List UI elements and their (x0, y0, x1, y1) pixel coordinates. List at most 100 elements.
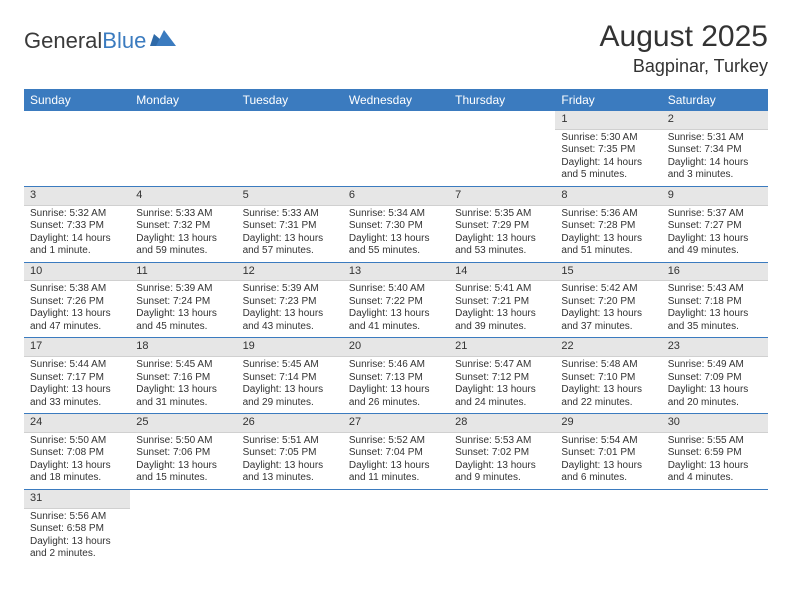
day-number: 30 (662, 414, 768, 433)
day-number: 15 (555, 263, 661, 282)
day-number: 2 (662, 111, 768, 130)
day-details: Sunrise: 5:32 AMSunset: 7:33 PMDaylight:… (24, 206, 130, 262)
logo-icon (150, 28, 176, 54)
day-details: Sunrise: 5:45 AMSunset: 7:14 PMDaylight:… (237, 357, 343, 413)
logo-text-2: Blue (102, 28, 146, 54)
calendar-cell (130, 111, 236, 186)
calendar-cell (343, 111, 449, 186)
sunrise-line: Sunrise: 5:43 AM (668, 283, 762, 296)
sunrise-line: Sunrise: 5:34 AM (349, 208, 443, 221)
sunset-line: Sunset: 7:05 PM (243, 447, 337, 460)
sunrise-line: Sunrise: 5:30 AM (561, 132, 655, 145)
day-number: 17 (24, 338, 130, 357)
sunrise-line: Sunrise: 5:35 AM (455, 208, 549, 221)
calendar-row: 10Sunrise: 5:38 AMSunset: 7:26 PMDayligh… (24, 262, 768, 338)
sunset-line: Sunset: 7:17 PM (30, 372, 124, 385)
day-details: Sunrise: 5:35 AMSunset: 7:29 PMDaylight:… (449, 206, 555, 262)
sunrise-line: Sunrise: 5:38 AM (30, 283, 124, 296)
day-details: Sunrise: 5:49 AMSunset: 7:09 PMDaylight:… (662, 357, 768, 413)
calendar-cell (662, 489, 768, 564)
daylight-line: Daylight: 14 hours and 1 minute. (30, 233, 124, 258)
day-number: 29 (555, 414, 661, 433)
day-details: Sunrise: 5:54 AMSunset: 7:01 PMDaylight:… (555, 433, 661, 489)
day-details: Sunrise: 5:36 AMSunset: 7:28 PMDaylight:… (555, 206, 661, 262)
daylight-line: Daylight: 13 hours and 6 minutes. (561, 460, 655, 485)
day-details: Sunrise: 5:44 AMSunset: 7:17 PMDaylight:… (24, 357, 130, 413)
calendar-row: 31Sunrise: 5:56 AMSunset: 6:58 PMDayligh… (24, 489, 768, 564)
day-details: Sunrise: 5:39 AMSunset: 7:24 PMDaylight:… (130, 281, 236, 337)
day-details: Sunrise: 5:40 AMSunset: 7:22 PMDaylight:… (343, 281, 449, 337)
calendar-cell: 18Sunrise: 5:45 AMSunset: 7:16 PMDayligh… (130, 338, 236, 414)
daylight-line: Daylight: 13 hours and 4 minutes. (668, 460, 762, 485)
sunset-line: Sunset: 7:21 PM (455, 296, 549, 309)
day-number: 27 (343, 414, 449, 433)
calendar-cell: 31Sunrise: 5:56 AMSunset: 6:58 PMDayligh… (24, 489, 130, 564)
title-location: Bagpinar, Turkey (600, 56, 768, 77)
sunset-line: Sunset: 7:12 PM (455, 372, 549, 385)
calendar-cell: 10Sunrise: 5:38 AMSunset: 7:26 PMDayligh… (24, 262, 130, 338)
sunset-line: Sunset: 7:22 PM (349, 296, 443, 309)
sunrise-line: Sunrise: 5:32 AM (30, 208, 124, 221)
weekday-header: Monday (130, 89, 236, 111)
daylight-line: Daylight: 13 hours and 35 minutes. (668, 308, 762, 333)
calendar-head: SundayMondayTuesdayWednesdayThursdayFrid… (24, 89, 768, 111)
day-number: 13 (343, 263, 449, 282)
calendar-cell (130, 489, 236, 564)
calendar-cell: 20Sunrise: 5:46 AMSunset: 7:13 PMDayligh… (343, 338, 449, 414)
sunset-line: Sunset: 7:29 PM (455, 220, 549, 233)
calendar-cell: 27Sunrise: 5:52 AMSunset: 7:04 PMDayligh… (343, 414, 449, 490)
sunset-line: Sunset: 7:20 PM (561, 296, 655, 309)
sunset-line: Sunset: 7:02 PM (455, 447, 549, 460)
day-number: 22 (555, 338, 661, 357)
calendar-cell: 28Sunrise: 5:53 AMSunset: 7:02 PMDayligh… (449, 414, 555, 490)
day-number: 4 (130, 187, 236, 206)
sunset-line: Sunset: 7:33 PM (30, 220, 124, 233)
calendar-cell: 11Sunrise: 5:39 AMSunset: 7:24 PMDayligh… (130, 262, 236, 338)
daylight-line: Daylight: 13 hours and 15 minutes. (136, 460, 230, 485)
calendar-cell: 30Sunrise: 5:55 AMSunset: 6:59 PMDayligh… (662, 414, 768, 490)
calendar-cell: 4Sunrise: 5:33 AMSunset: 7:32 PMDaylight… (130, 186, 236, 262)
day-number: 16 (662, 263, 768, 282)
calendar-row: 24Sunrise: 5:50 AMSunset: 7:08 PMDayligh… (24, 414, 768, 490)
calendar-cell: 21Sunrise: 5:47 AMSunset: 7:12 PMDayligh… (449, 338, 555, 414)
sunrise-line: Sunrise: 5:51 AM (243, 435, 337, 448)
sunset-line: Sunset: 7:26 PM (30, 296, 124, 309)
day-details: Sunrise: 5:31 AMSunset: 7:34 PMDaylight:… (662, 130, 768, 186)
daylight-line: Daylight: 13 hours and 13 minutes. (243, 460, 337, 485)
day-details: Sunrise: 5:53 AMSunset: 7:02 PMDaylight:… (449, 433, 555, 489)
daylight-line: Daylight: 14 hours and 5 minutes. (561, 157, 655, 182)
sunset-line: Sunset: 7:31 PM (243, 220, 337, 233)
daylight-line: Daylight: 13 hours and 11 minutes. (349, 460, 443, 485)
daylight-line: Daylight: 13 hours and 53 minutes. (455, 233, 549, 258)
daylight-line: Daylight: 13 hours and 31 minutes. (136, 384, 230, 409)
calendar-cell: 29Sunrise: 5:54 AMSunset: 7:01 PMDayligh… (555, 414, 661, 490)
day-details: Sunrise: 5:38 AMSunset: 7:26 PMDaylight:… (24, 281, 130, 337)
day-number: 23 (662, 338, 768, 357)
day-details: Sunrise: 5:41 AMSunset: 7:21 PMDaylight:… (449, 281, 555, 337)
calendar-cell: 22Sunrise: 5:48 AMSunset: 7:10 PMDayligh… (555, 338, 661, 414)
calendar-cell (343, 489, 449, 564)
day-details: Sunrise: 5:56 AMSunset: 6:58 PMDaylight:… (24, 509, 130, 565)
day-details: Sunrise: 5:37 AMSunset: 7:27 PMDaylight:… (662, 206, 768, 262)
page-header: GeneralBlue August 2025 Bagpinar, Turkey (24, 20, 768, 77)
calendar-cell: 6Sunrise: 5:34 AMSunset: 7:30 PMDaylight… (343, 186, 449, 262)
sunrise-line: Sunrise: 5:45 AM (136, 359, 230, 372)
calendar-cell: 17Sunrise: 5:44 AMSunset: 7:17 PMDayligh… (24, 338, 130, 414)
sunset-line: Sunset: 7:13 PM (349, 372, 443, 385)
sunset-line: Sunset: 7:14 PM (243, 372, 337, 385)
day-details: Sunrise: 5:33 AMSunset: 7:32 PMDaylight:… (130, 206, 236, 262)
day-number: 5 (237, 187, 343, 206)
daylight-line: Daylight: 13 hours and 2 minutes. (30, 536, 124, 561)
day-number: 24 (24, 414, 130, 433)
weekday-row: SundayMondayTuesdayWednesdayThursdayFrid… (24, 89, 768, 111)
daylight-line: Daylight: 13 hours and 59 minutes. (136, 233, 230, 258)
weekday-header: Wednesday (343, 89, 449, 111)
calendar-cell: 24Sunrise: 5:50 AMSunset: 7:08 PMDayligh… (24, 414, 130, 490)
weekday-header: Friday (555, 89, 661, 111)
sunrise-line: Sunrise: 5:46 AM (349, 359, 443, 372)
daylight-line: Daylight: 13 hours and 57 minutes. (243, 233, 337, 258)
day-details: Sunrise: 5:33 AMSunset: 7:31 PMDaylight:… (237, 206, 343, 262)
daylight-line: Daylight: 13 hours and 55 minutes. (349, 233, 443, 258)
sunrise-line: Sunrise: 5:44 AM (30, 359, 124, 372)
day-number: 9 (662, 187, 768, 206)
